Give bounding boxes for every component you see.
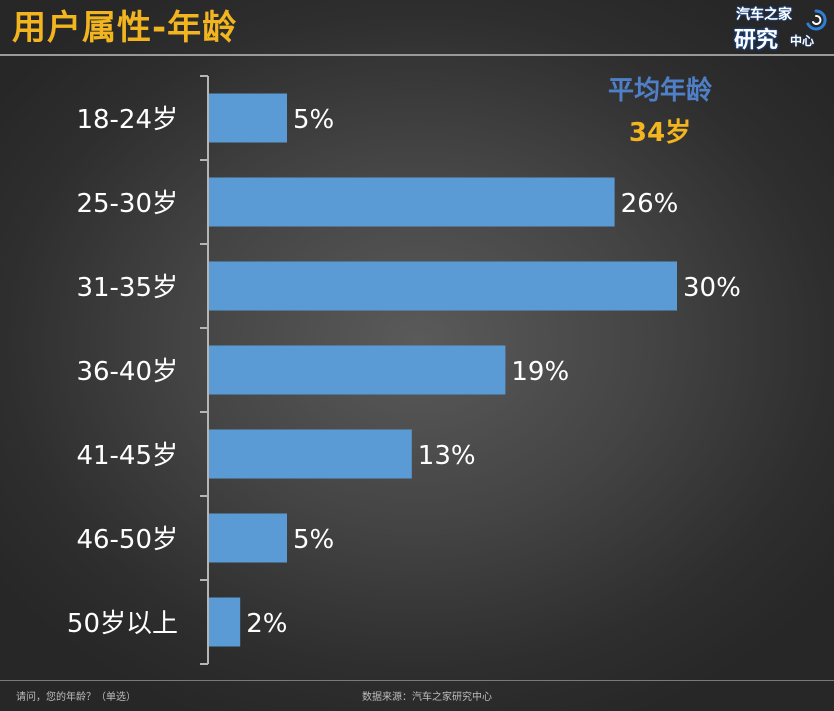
page-title: 用户属性-年龄 xyxy=(12,8,238,48)
category-label: 41-45岁 xyxy=(76,441,178,471)
bar xyxy=(209,345,506,395)
category-label: 36-40岁 xyxy=(76,357,178,387)
value-label: 19% xyxy=(511,357,569,387)
data-source: 数据来源：汽车之家研究中心 xyxy=(362,692,492,703)
value-label: 2% xyxy=(246,609,287,639)
bar xyxy=(209,261,677,311)
value-label: 5% xyxy=(293,525,334,555)
logo-line-3: 中心 xyxy=(790,34,815,48)
category-label: 46-50岁 xyxy=(76,525,178,555)
footer-divider xyxy=(0,680,834,681)
bar xyxy=(209,177,615,227)
survey-question: 请问，您的年龄？（单选） xyxy=(16,692,136,703)
category-label: 25-30岁 xyxy=(76,189,178,219)
value-label: 13% xyxy=(418,441,476,471)
average-age-value: 34岁 xyxy=(628,118,692,148)
category-label: 50岁以上 xyxy=(67,609,178,639)
bar xyxy=(209,513,287,563)
value-label: 30% xyxy=(683,273,741,303)
value-label: 5% xyxy=(293,105,334,135)
category-label: 31-35岁 xyxy=(76,273,178,303)
average-age-label: 平均年龄 xyxy=(607,76,712,106)
header-divider xyxy=(0,54,834,56)
value-label: 26% xyxy=(621,189,679,219)
bar xyxy=(209,597,241,647)
category-label: 18-24岁 xyxy=(76,105,178,135)
brand-logo: 汽车之家 研究 中心 xyxy=(722,2,832,53)
bar xyxy=(209,429,412,479)
bar xyxy=(209,93,287,143)
logo-swirl-icon xyxy=(806,9,827,31)
logo-line-2: 研究 xyxy=(734,28,779,53)
logo-line-1: 汽车之家 xyxy=(736,7,792,23)
